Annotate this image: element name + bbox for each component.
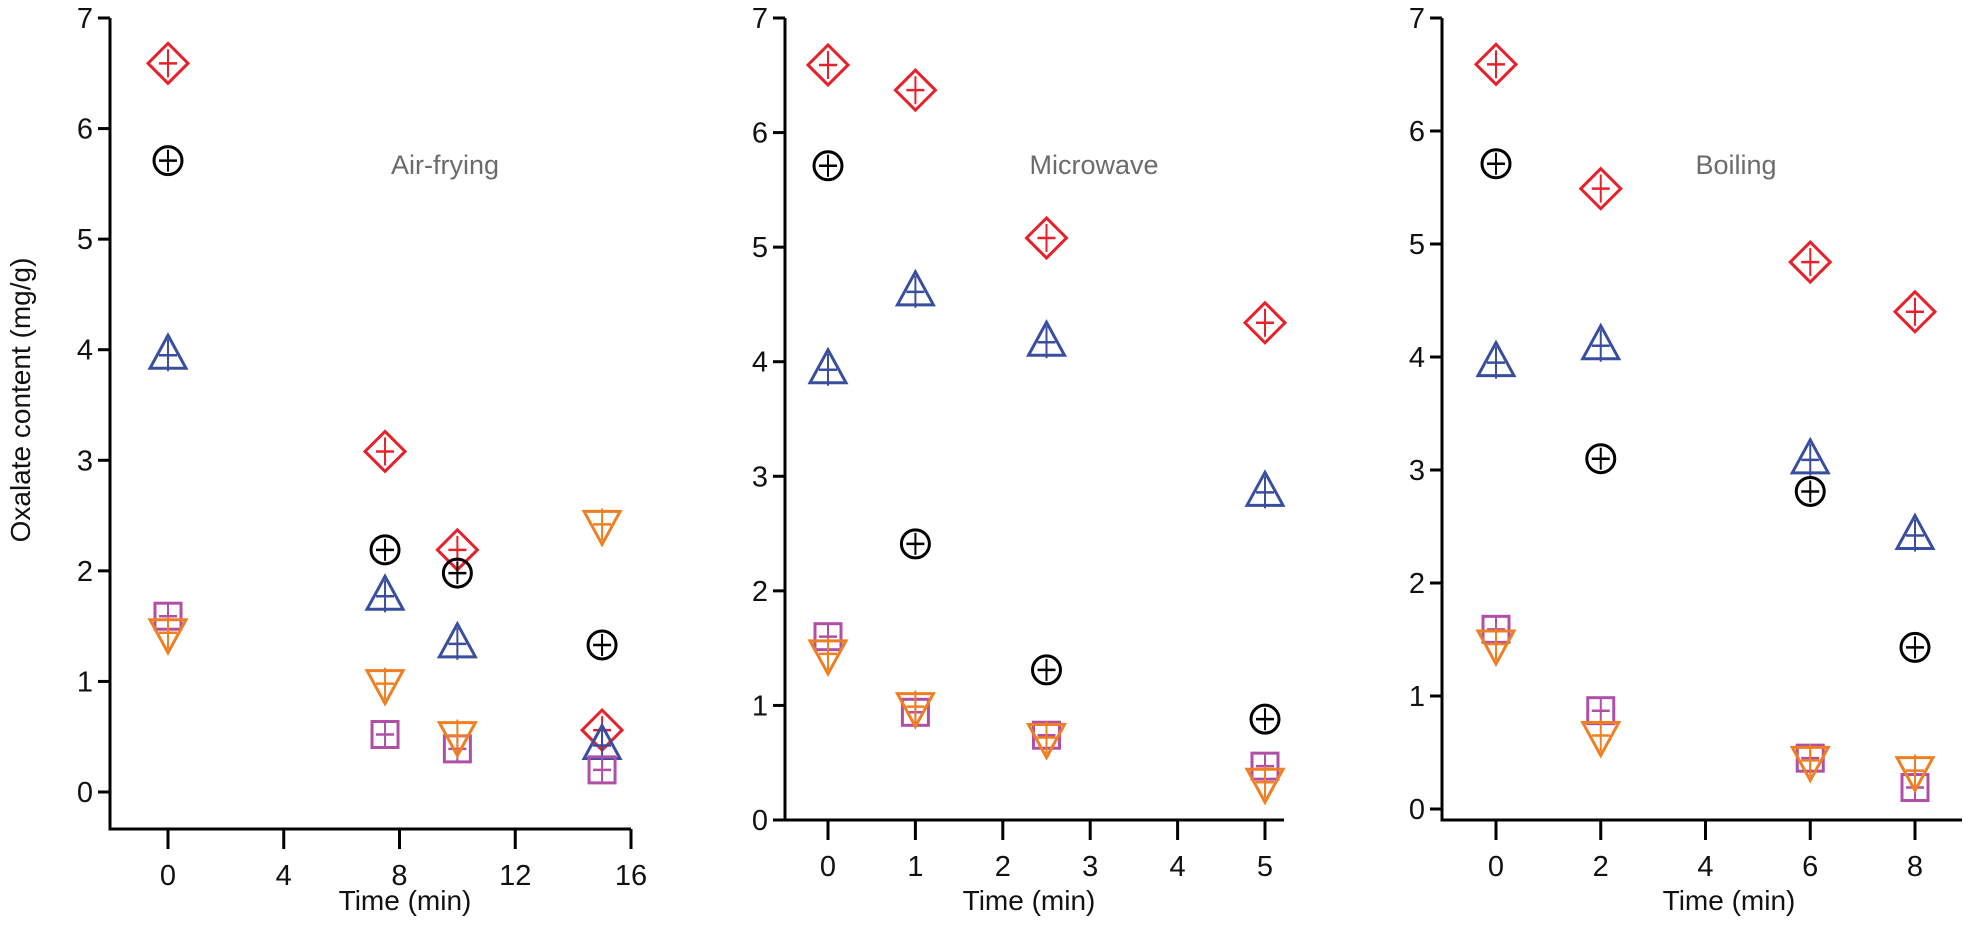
data-point-triangle-up: [364, 573, 406, 613]
x-tick-label: 4: [276, 860, 292, 892]
x-tick-label: 1: [907, 851, 923, 883]
x-tick-label: 8: [391, 860, 407, 892]
data-point-circle: [369, 534, 401, 566]
panel-boiling: Boiling Time (min) 0 1 2 3 4 5 6 7 0 2 4 6 8: [1409, 3, 1962, 916]
data-point-circle: [1480, 148, 1512, 180]
data-point-circle: [1899, 631, 1931, 663]
data-point-triangle-down: [436, 719, 478, 759]
data-point-triangle-down: [581, 508, 623, 548]
data-point-diamond: [1024, 215, 1069, 261]
data-point-circle: [586, 629, 618, 661]
x-tick-label: 0: [1488, 851, 1504, 883]
y-tick-label: 3: [77, 445, 93, 477]
data-point-square: [370, 720, 400, 750]
y-tick-label: 7: [77, 3, 93, 35]
y-tick-label: 7: [752, 3, 768, 35]
y-tick-label: 0: [77, 777, 93, 809]
data-point-circle: [1031, 654, 1062, 686]
data-point-circle: [899, 528, 931, 560]
x-axis-title: Time (min): [963, 885, 1096, 916]
x-tick-label: 16: [615, 860, 647, 892]
y-tick-label: 3: [752, 461, 768, 493]
data-point-diamond: [1788, 239, 1833, 285]
data-point-triangle-down: [1789, 744, 1831, 784]
data-point-square: [587, 755, 617, 785]
x-axis-title: Time (min): [1663, 885, 1796, 916]
y-tick-label: 5: [1409, 229, 1425, 261]
y-tick-label: 6: [1409, 116, 1425, 148]
y-tick-label: 7: [1409, 3, 1425, 35]
data-point-triangle-up: [1580, 322, 1622, 362]
x-tick-label: 2: [995, 851, 1011, 883]
y-tick-label: 5: [752, 232, 768, 264]
data-point-diamond: [145, 41, 191, 86]
data-point-triangle-up: [1475, 339, 1517, 379]
data-point-circle: [1585, 443, 1617, 475]
data-point-triangle-up: [1894, 512, 1936, 552]
data-point-triangle-up: [1025, 319, 1068, 359]
y-tick-label: 3: [1409, 455, 1425, 487]
data-point-circle: [441, 557, 473, 589]
data-point-triangle-down: [1244, 766, 1286, 806]
y-tick-label: 6: [77, 114, 93, 146]
panel-air-frying: Air-frying Time (min) Oxalate content (m…: [5, 3, 647, 916]
x-tick-label: 5: [1257, 851, 1273, 883]
x-tick-label: 0: [820, 851, 836, 883]
data-point-circle: [1249, 703, 1281, 735]
panel-title: Boiling: [1695, 150, 1776, 180]
x-tick-label: 8: [1907, 851, 1923, 883]
x-tick-label: 0: [160, 860, 176, 892]
data-point-triangle-up: [894, 268, 936, 308]
x-tick-label: 2: [1593, 851, 1609, 883]
panel-title: Microwave: [1029, 150, 1158, 180]
data-point-triangle-down: [364, 667, 406, 707]
x-tick-label: 12: [499, 860, 531, 892]
data-point-triangle-down: [807, 637, 849, 678]
panel-title: Air-frying: [391, 150, 499, 180]
data-point-triangle-down: [1025, 721, 1068, 761]
data-point-triangle-down: [1475, 628, 1517, 668]
data-point-triangle-up: [436, 620, 478, 660]
y-tick-label: 4: [1409, 342, 1425, 374]
data-point-diamond: [1892, 289, 1938, 334]
data-point-circle: [812, 150, 844, 182]
data-point-triangle-down: [147, 616, 189, 656]
data-point-triangle-up: [1789, 436, 1831, 476]
y-tick-label: 2: [77, 556, 93, 588]
data-point-diamond: [893, 68, 938, 113]
y-tick-label: 4: [752, 347, 768, 379]
y-tick-label: 0: [1409, 794, 1425, 826]
y-tick-label: 1: [752, 690, 768, 722]
y-tick-label: 5: [77, 224, 93, 256]
x-axis-title: Time (min): [339, 885, 472, 916]
x-tick-label: 6: [1802, 851, 1818, 883]
data-point-diamond: [1242, 300, 1288, 345]
x-tick-label: 4: [1170, 851, 1186, 883]
data-point-triangle-down: [894, 690, 936, 730]
y-tick-label: 4: [77, 335, 93, 367]
data-point-diamond: [1473, 42, 1519, 87]
y-tick-label: 6: [752, 118, 768, 150]
x-tick-label: 3: [1082, 851, 1098, 883]
data-point-triangle-up: [1244, 469, 1286, 509]
data-point-triangle-down: [1580, 719, 1622, 759]
data-point-diamond: [1578, 166, 1623, 211]
y-tick-label: 1: [77, 666, 93, 698]
data-point-triangle-up: [147, 332, 189, 372]
y-axis-title: Oxalate content (mg/g): [5, 258, 36, 543]
y-tick-label: 2: [752, 576, 768, 608]
data-point-circle: [152, 145, 184, 177]
y-tick-label: 1: [1409, 681, 1425, 713]
y-tick-label: 2: [1409, 568, 1425, 600]
data-point-triangle-up: [807, 346, 849, 386]
data-point-diamond: [362, 429, 408, 474]
y-tick-label: 0: [752, 805, 768, 837]
x-tick-label: 4: [1697, 851, 1713, 883]
data-point-diamond: [805, 42, 851, 88]
data-point-circle: [1794, 475, 1826, 507]
data-point-triangle-down: [1894, 754, 1936, 794]
panel-microwave: Microwave Time (min) 0 1 2 3 4 5 6 7 0 1 2 3 4 5: [752, 3, 1288, 916]
